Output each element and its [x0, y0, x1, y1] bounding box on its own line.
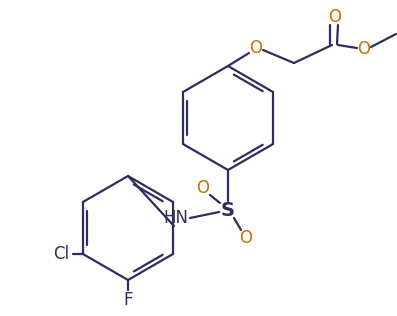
Text: HN: HN: [164, 209, 189, 227]
Text: O: O: [197, 179, 210, 197]
Text: O: O: [328, 8, 341, 26]
Text: S: S: [221, 200, 235, 220]
Text: Cl: Cl: [53, 245, 69, 263]
Text: O: O: [239, 229, 252, 247]
Text: F: F: [123, 291, 133, 309]
Text: O: O: [249, 39, 262, 57]
Text: O: O: [358, 40, 370, 58]
